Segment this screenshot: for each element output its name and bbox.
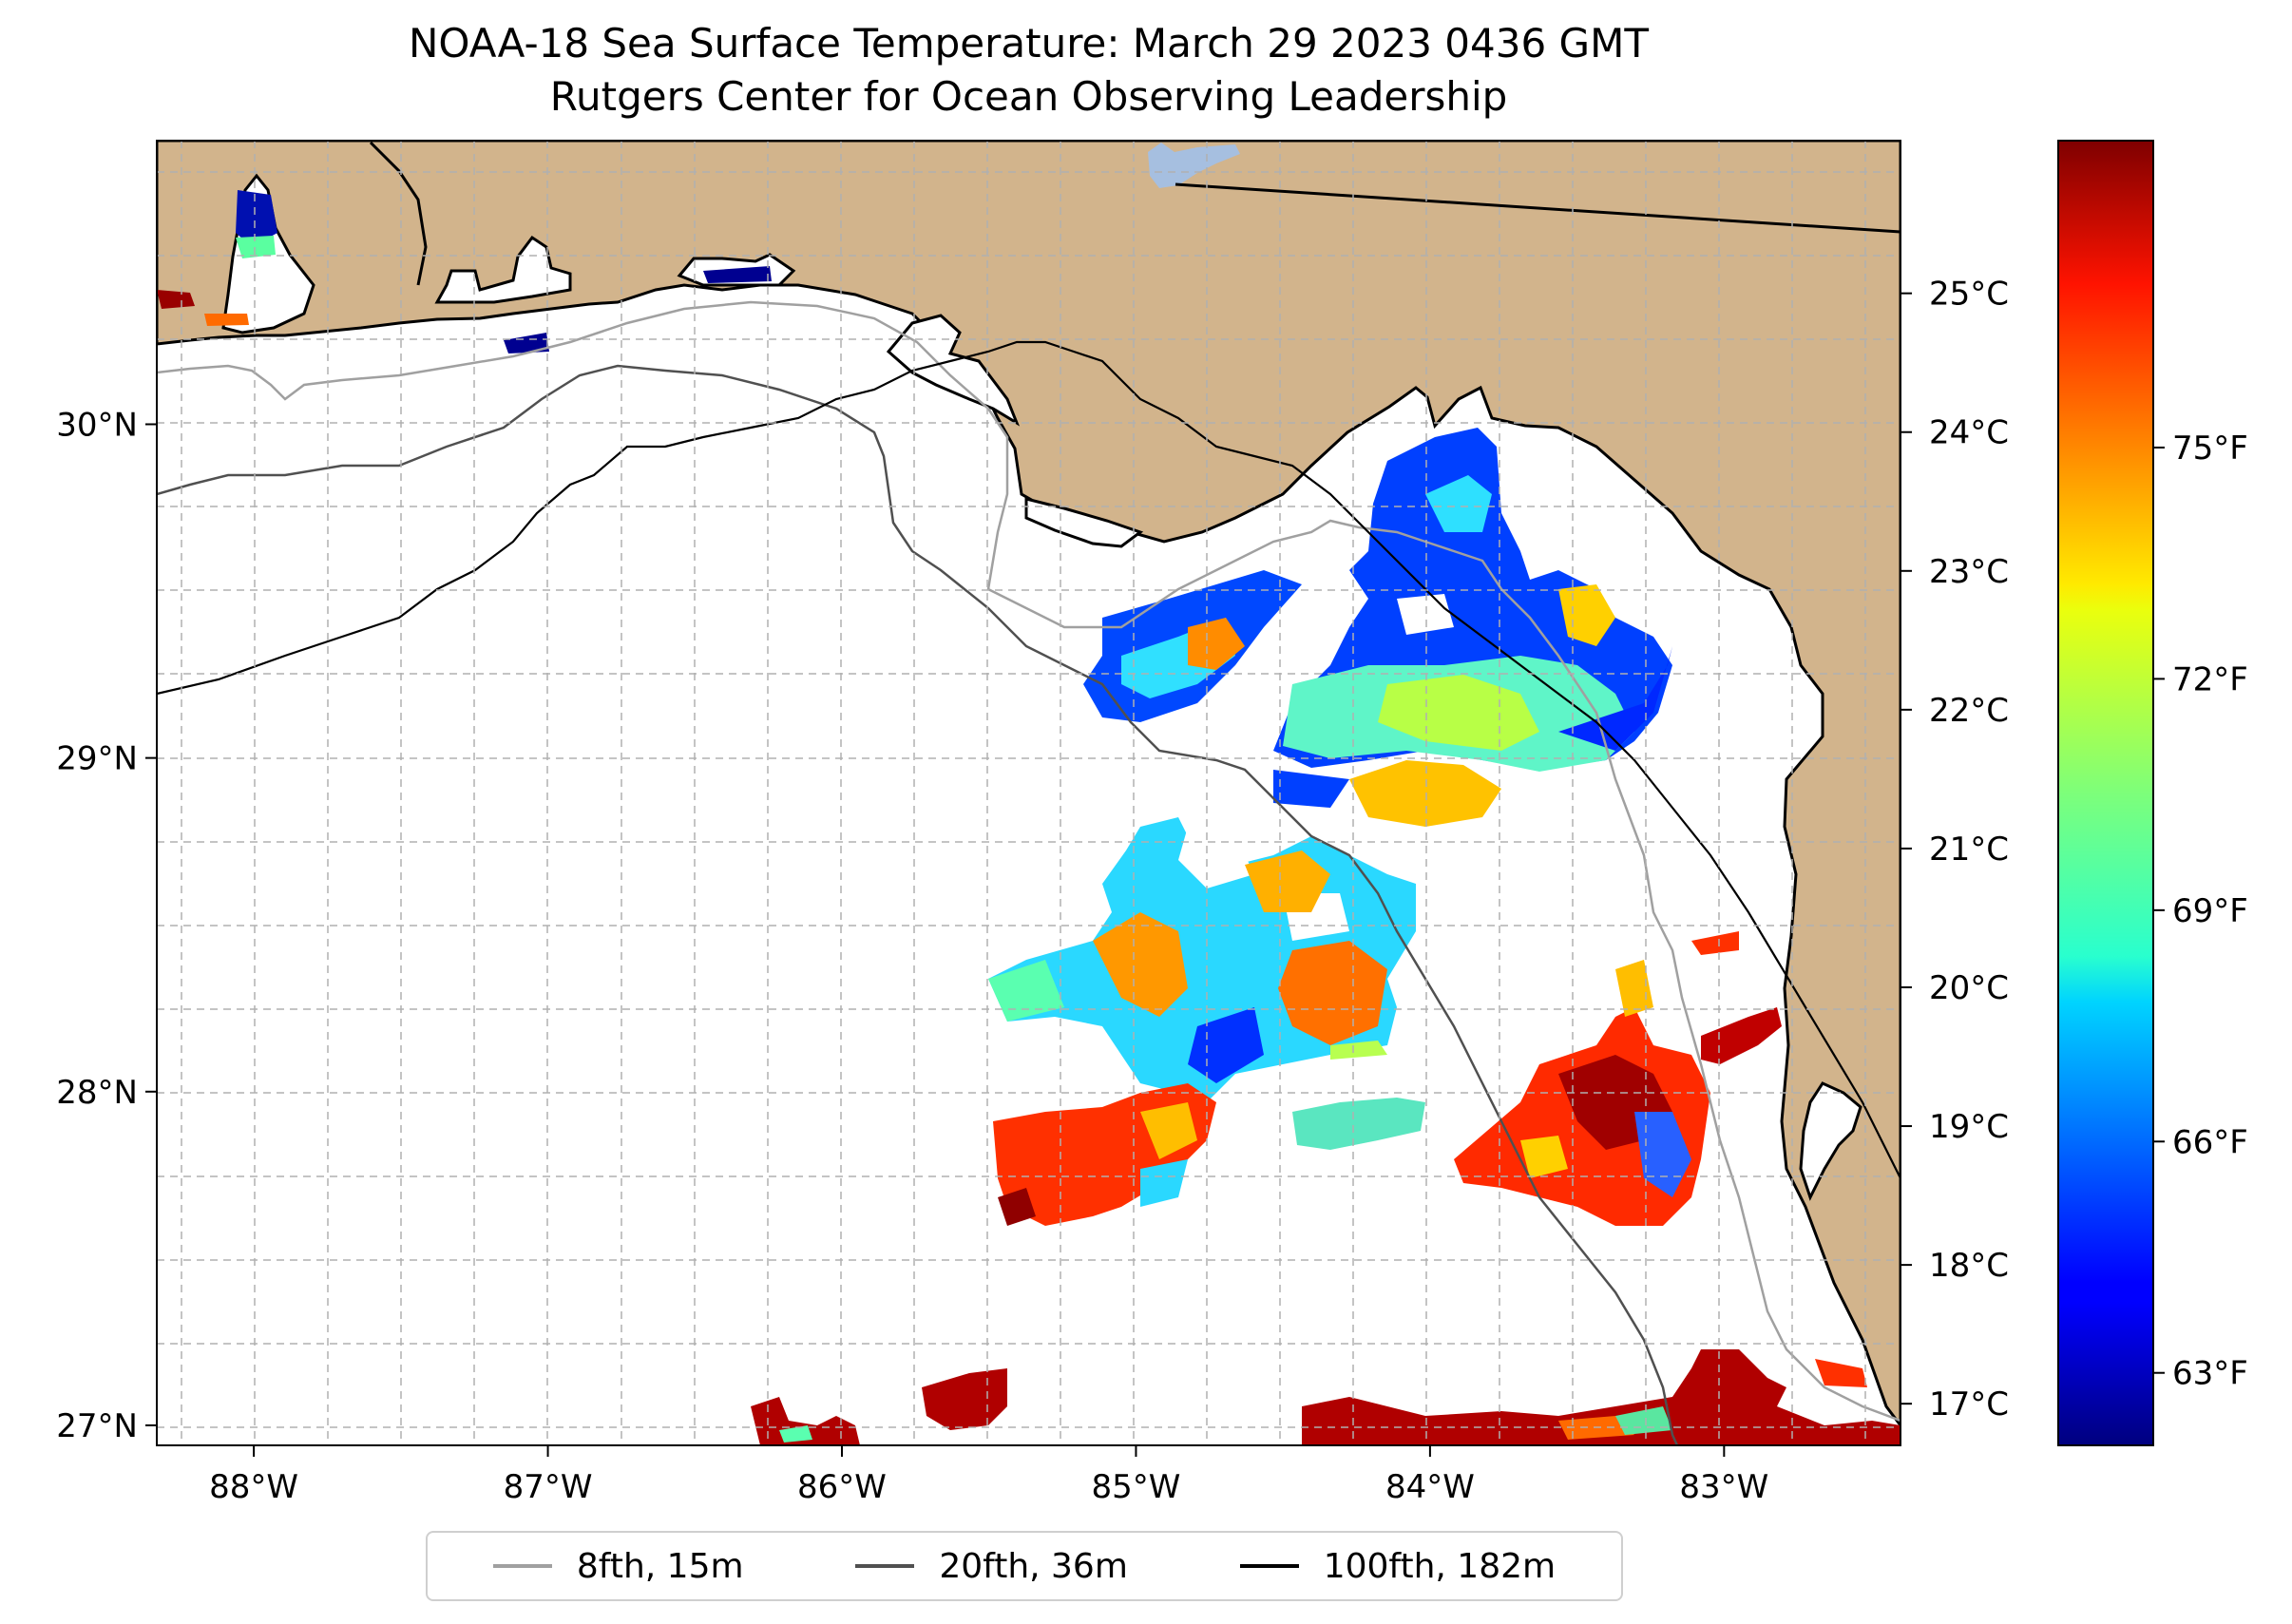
latitude-axis: 27°N 28°N 29°N 30°N [56,406,157,1445]
legend-item-20fth: 20fth, 36m [855,1547,1128,1586]
land-mass [157,141,1900,1428]
lon-tick-label: 83°W [1679,1468,1768,1506]
celsius-tick-label: 24°C [1929,414,2009,452]
sst-patch [998,1188,1036,1226]
isobath-20fth [157,364,1679,1445]
celsius-tick-label: 17°C [1929,1385,2009,1423]
sst-patch [1701,1007,1782,1064]
legend-label-20fth: 20fth, 36m [939,1546,1128,1586]
legend-label-100fth: 100fth, 182m [1323,1546,1557,1586]
sst-patch [988,960,1064,1022]
sst-patch [1292,1098,1425,1150]
legend-label-8fth: 8fth, 15m [576,1546,744,1586]
colorbar-celsius-axis: 17°C 18°C 19°C 20°C 21°C 22°C 23°C 24°C 25°C [1900,276,2009,1423]
fahrenheit-tick-label: 69°F [2172,892,2248,930]
legend-item-8fth: 8fth, 15m [492,1546,744,1586]
sst-patch [1691,931,1739,955]
lake [1148,143,1240,188]
sst-patch [1140,1102,1197,1159]
sst-patch [922,1368,1007,1430]
state-border [1175,182,1900,234]
sst-patch [204,314,249,326]
bay-inlet-west [434,235,572,304]
sst-patch [236,236,276,258]
celsius-tick-label: 23°C [1929,553,2009,591]
state-border-west [369,141,428,286]
sst-patch [236,190,277,247]
lat-tick-label: 29°N [56,740,138,778]
sst-patch [1273,770,1349,808]
sst-patch [1330,1041,1387,1060]
map-panel [157,141,1900,1445]
sst-patch [751,1397,860,1445]
lon-tick-label: 85°W [1092,1468,1181,1506]
tampa-bay-water [1799,1081,1862,1201]
chart-title: NOAA-18 Sea Surface Temperature: March 2… [409,20,1649,67]
sst-patch [1140,1159,1188,1207]
fahrenheit-tick-label: 63°F [2172,1355,2248,1393]
sst-patch [1188,618,1245,670]
isobath-legend: 8fth, 15m 20fth, 36m 100fth, 182m [426,1531,1623,1601]
sst-patch [1615,1406,1672,1435]
lon-tick-label: 86°W [797,1468,887,1506]
legend-line-100fth [1239,1564,1299,1568]
sst-patch [779,1425,812,1442]
lon-tick-label: 84°W [1385,1468,1475,1506]
colorbar [2057,140,2154,1446]
chart-subtitle: Rutgers Center for Ocean Observing Leade… [549,73,1508,120]
sst-patch [703,266,772,283]
fahrenheit-tick-label: 66°F [2172,1123,2248,1161]
sst-patch [1245,850,1330,912]
sst-patch [1093,912,1188,1017]
lon-tick-label: 88°W [209,1468,298,1506]
sst-patch [1815,1359,1867,1387]
sst-patch [1558,646,1672,751]
sst-data-layer [157,190,1900,1445]
fahrenheit-tick-label: 75°F [2172,430,2248,468]
sst-patch [1302,1349,1900,1445]
legend-item-100fth: 100fth, 182m [1239,1546,1557,1586]
celsius-tick-label: 19°C [1929,1108,2009,1146]
sst-patch [504,333,549,353]
celsius-tick-label: 20°C [1929,969,2009,1007]
isobath-100fth [157,340,1900,1179]
longitude-axis: 88°W 87°W 86°W 85°W 84°W 83°W [209,1445,1768,1506]
map-frame [156,140,1901,1446]
lat-tick-label: 30°N [56,406,138,444]
celsius-tick-label: 25°C [1929,276,2009,314]
celsius-tick-label: 21°C [1929,831,2009,869]
grid-layer [157,141,1900,1445]
sst-patch [157,290,195,309]
lat-tick-label: 27°N [56,1407,138,1445]
lon-tick-label: 87°W [504,1468,593,1506]
fahrenheit-tick-label: 72°F [2172,660,2248,698]
legend-line-20fth [855,1564,915,1568]
sst-patch [1349,760,1501,827]
isobath-8fth [157,300,1900,1423]
celsius-tick-label: 22°C [1929,692,2009,730]
sst-patch [1425,475,1492,532]
sst-patch [1615,960,1653,1017]
legend-line-8fth [492,1564,552,1568]
apalachicola-bay-water [886,314,1021,427]
lat-tick-label: 28°N [56,1074,138,1112]
colorbar-fahrenheit-axis: 63°F 66°F 69°F 72°F 75°F [2153,430,2248,1393]
coastal-bay-east [1024,497,1144,548]
sst-patch [1278,941,1387,1045]
celsius-tick-label: 18°C [1929,1247,2009,1285]
sst-patch [1520,1136,1568,1178]
